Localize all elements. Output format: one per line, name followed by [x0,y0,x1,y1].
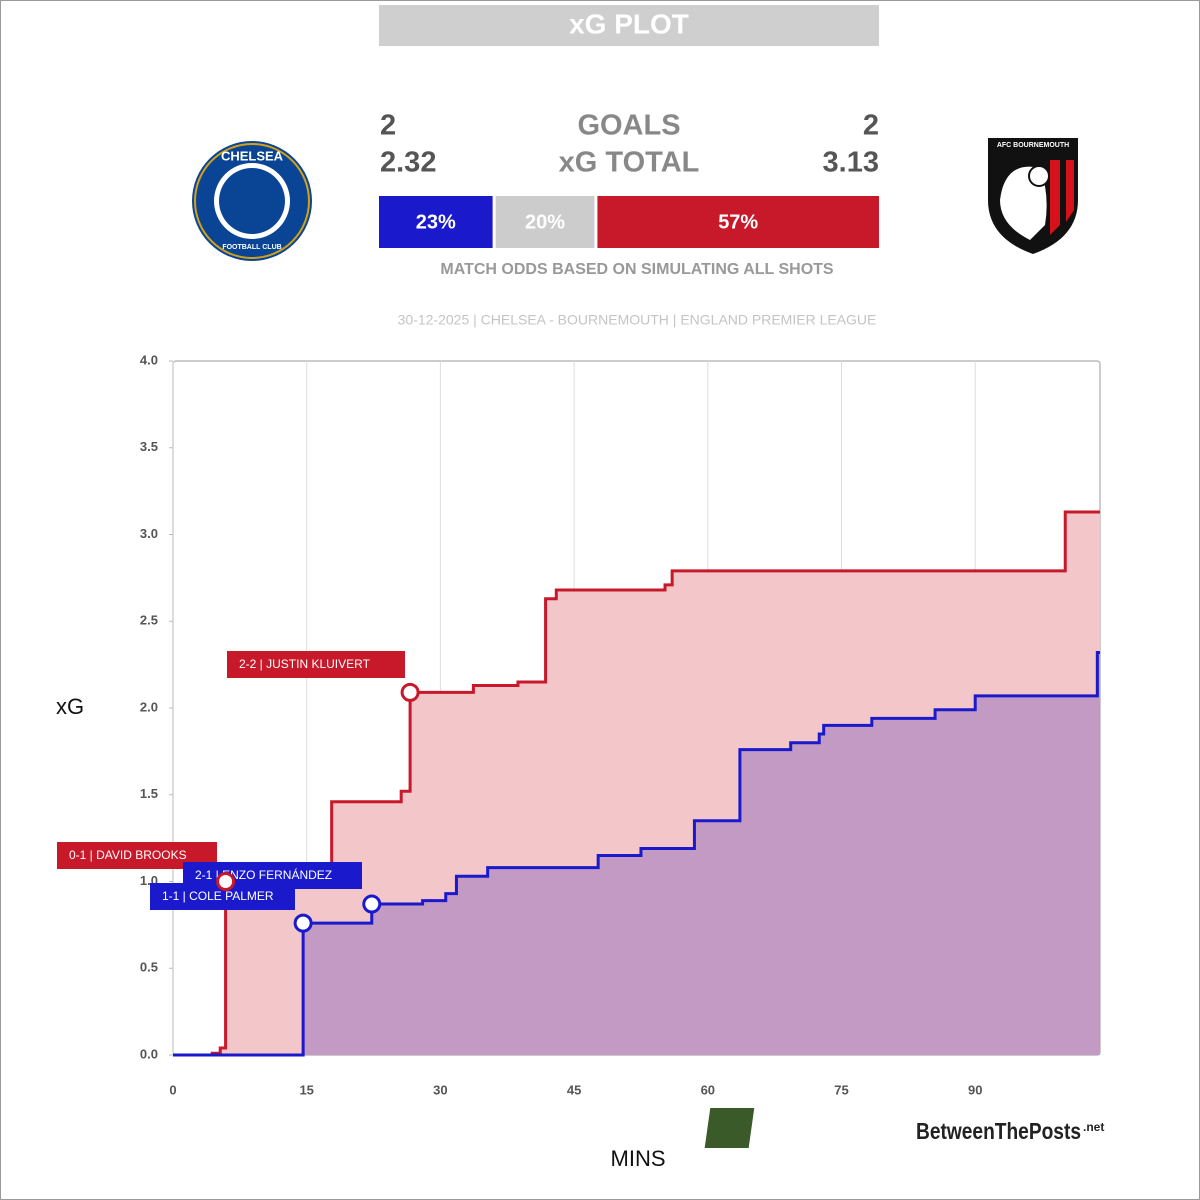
goal-marker [400,682,420,702]
x-tick-label: 60 [701,1082,715,1097]
crest-stripes [1050,160,1074,235]
home-goals: 2 [380,110,396,142]
y-tick-label: 0.5 [140,960,158,975]
line [173,650,1100,1057]
watermark-logo-box [704,1108,755,1148]
plot: 0 15 30 45 60 75 900.00.51.01.52.02.53.03.54.0… [57,352,1100,1097]
odds-bar: 23% 20% 57% [379,196,879,248]
odds-segment [495,196,595,248]
crest-lion [219,168,285,234]
goal-marker [216,872,236,891]
x-axis-label: MINS [611,1146,666,1171]
chart-title: xG PLOT [569,8,689,39]
y-tick-label: 4.0 [140,352,158,367]
y-tick-label: 2.5 [140,613,158,628]
annotation-label: 1-1 | COLE PALMER [162,889,274,903]
away-goals: 2 [863,110,879,142]
watermark-suffix: .net [1083,1120,1104,1134]
watermark-logo: BTP [862,1114,906,1139]
title-bar [379,5,879,46]
x-tick-label: 90 [968,1082,982,1097]
x-tick-label: 15 [299,1082,313,1097]
watermark: BTP BetweenThePosts .net [704,1108,1104,1148]
odds-segment [379,196,493,248]
crest-ball [1028,165,1050,187]
odds-caption: MATCH ODDS BASED ON SIMULATING ALL SHOTS [440,261,834,278]
x-tick-label: 45 [567,1082,581,1097]
crest-text: CHELSEA [221,148,284,163]
area [173,652,1100,1055]
x-tick-label: 75 [834,1082,848,1097]
crest-subtext: FOOTBALL CLUB [222,244,281,251]
y-tick-label: 3.5 [140,439,158,454]
y-tick-label: 2.0 [140,699,158,714]
odds-label: 23% [416,211,456,233]
annotation-label: 2-2 | JUSTIN KLUIVERT [239,657,371,671]
odds-label: 20% [525,211,565,233]
x-tick-label: 30 [433,1082,447,1097]
odds-segment [597,196,879,248]
y-tick-label: 3.0 [140,526,158,541]
x-tick-label: 0 [169,1082,176,1097]
y-tick-label: 0.0 [140,1046,158,1061]
goal-marker [293,913,313,933]
away-xg: 3.13 [823,147,879,179]
crest-edge [194,143,310,259]
annotation-label: 0-1 | DAVID BROOKS [69,848,187,862]
home-crest: CHELSEA FOOTBALL CLUB [192,141,312,261]
xg-label: xG TOTAL [559,147,700,179]
crest-text: AFC BOURNEMOUTH [997,142,1069,149]
line [173,510,1100,1057]
annotation-label: 2-1 | ENZO FERNÁNDEZ [195,867,332,882]
y-tick-label: 1.5 [140,786,158,801]
y-axis-label: xG [56,694,84,719]
goal-marker [362,894,382,914]
away-crest: AFC BOURNEMOUTH [988,138,1078,254]
goals-label: GOALS [577,110,680,142]
match-info: 30-12-2025 | CHELSEA - BOURNEMOUTH | ENG… [398,312,877,328]
watermark-name: BetweenThePosts [916,1118,1081,1144]
annotation-box [227,651,405,678]
odds-label: 57% [718,211,758,233]
home-xg: 2.32 [380,147,436,179]
